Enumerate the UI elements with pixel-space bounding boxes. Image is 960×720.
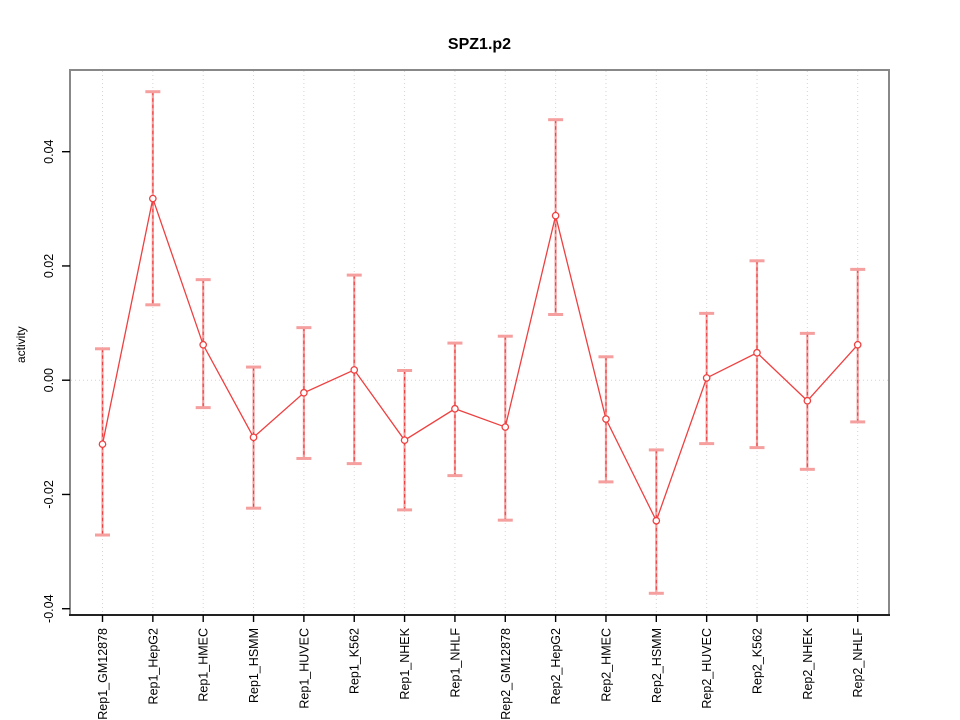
- x-tick-label: Rep2_NHLF: [851, 628, 865, 698]
- x-tick-label: Rep2_K562: [751, 628, 765, 694]
- y-tick-label: -0.04: [42, 594, 56, 623]
- x-tick-label: Rep1_NHEK: [398, 627, 412, 699]
- data-point: [98, 440, 107, 449]
- data-point: [551, 211, 560, 220]
- data-point: [853, 340, 862, 349]
- x-tick-label: Rep1_NHLF: [448, 628, 462, 698]
- x-tick-label: Rep2_GM12878: [499, 628, 513, 720]
- x-tick-label: Rep2_NHEK: [801, 627, 815, 699]
- data-point: [501, 423, 510, 431]
- data-point: [753, 348, 761, 357]
- series-line: [101, 196, 859, 523]
- y-tick-label: 0.02: [42, 254, 56, 278]
- data-point: [451, 404, 459, 413]
- x-tick-label: Rep2_HUVEC: [700, 628, 714, 709]
- x-tick-label: Rep1_HSMM: [247, 628, 261, 703]
- x-tick-label: Rep1_HUVEC: [297, 628, 311, 709]
- data-point: [702, 374, 711, 382]
- chart-title: SPZ1.p2: [447, 36, 512, 53]
- data-point: [300, 388, 308, 397]
- data-point: [199, 340, 208, 349]
- y-tick-label: 0.04: [42, 139, 56, 163]
- x-tick-label: Rep1_K562: [348, 628, 362, 694]
- data-point: [652, 516, 661, 525]
- data-point: [148, 194, 157, 203]
- data-point: [803, 396, 812, 405]
- x-tick-label: Rep2_HSMM: [650, 628, 664, 703]
- data-point: [350, 366, 359, 374]
- x-tick-label: Rep1_HepG2: [146, 628, 160, 704]
- y-tick-label: -0.02: [42, 480, 56, 509]
- data-point: [249, 433, 258, 442]
- x-tick-label: Rep2_HepG2: [549, 628, 563, 704]
- x-tick-label: Rep2_HMEC: [599, 628, 613, 702]
- y-tick-label: 0.00: [42, 368, 56, 392]
- plot-frame: [69, 69, 890, 616]
- data-point: [602, 415, 610, 423]
- data-point: [400, 436, 409, 445]
- x-tick-label: Rep1_GM12878: [96, 628, 110, 720]
- x-tick-label: Rep1_HMEC: [197, 628, 211, 702]
